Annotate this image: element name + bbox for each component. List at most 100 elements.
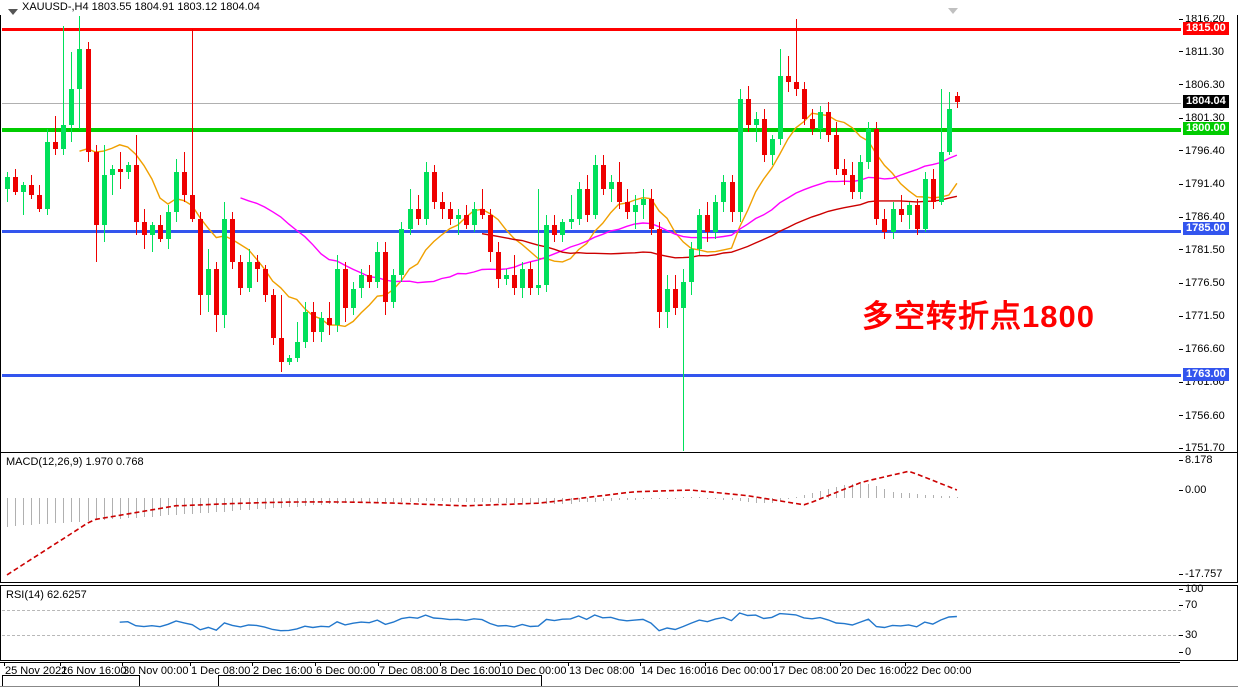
- macd-histogram-bar: [119, 497, 121, 519]
- candle-body: [681, 281, 687, 309]
- candle-body: [576, 188, 582, 219]
- macd-histogram-bar: [763, 497, 765, 504]
- level-line-resistance-1815[interactable]: [2, 27, 1181, 31]
- level-line-support-1763[interactable]: [2, 373, 1181, 377]
- macd-histogram-bar: [803, 495, 805, 498]
- candle-body: [826, 112, 832, 136]
- candle-wick: [280, 295, 282, 372]
- candle-body: [463, 215, 469, 226]
- level-line-support-1785[interactable]: [2, 229, 1181, 233]
- macd-histogram-bar: [683, 497, 685, 499]
- chevron-down-icon[interactable]: [8, 3, 21, 21]
- price-tag-1800-00[interactable]: 1800.00: [1183, 121, 1229, 135]
- macd-histogram-bar: [417, 497, 419, 502]
- macd-histogram-bar: [546, 497, 548, 505]
- time-tick-mark: [568, 662, 569, 666]
- candle-body: [13, 176, 19, 192]
- macd-histogram-bar: [353, 497, 355, 504]
- candle-wick: [192, 29, 194, 222]
- price-tick: 1761.60: [1179, 377, 1225, 388]
- candle-body: [890, 208, 896, 232]
- candle-body: [415, 208, 421, 219]
- candle-body: [133, 165, 139, 222]
- macd-histogram-bar: [345, 497, 347, 504]
- candle-body: [157, 225, 163, 239]
- time-tick-label: 6 Dec 00:00: [316, 665, 376, 677]
- price-tag-1804-04[interactable]: 1804.04: [1183, 94, 1229, 108]
- candle-body: [769, 138, 775, 156]
- price-tick: 1766.60: [1179, 344, 1225, 355]
- macd-tick: 8.178: [1179, 455, 1213, 466]
- macd-panel[interactable]: MACD(12,26,9) 1.970 0.768 8.178 0.00 -17.7…: [0, 452, 1238, 583]
- candle-body: [447, 208, 453, 219]
- price-tag-1815-00[interactable]: 1815.00: [1183, 22, 1229, 35]
- candle-body: [479, 208, 485, 216]
- candle-body: [206, 268, 212, 296]
- macd-histogram-bar: [232, 497, 234, 511]
- candle-body: [471, 208, 477, 226]
- macd-histogram-bar: [940, 495, 942, 498]
- time-tick-mark: [315, 662, 316, 666]
- macd-histogram-bar: [337, 497, 339, 504]
- macd-histogram-bar: [143, 497, 145, 518]
- candle-body: [866, 128, 872, 163]
- macd-histogram-bar: [490, 497, 491, 503]
- candle-body: [166, 211, 171, 239]
- price-plot-area[interactable]: 多空转折点1800: [2, 14, 1181, 451]
- candle-body: [238, 261, 244, 289]
- candle-body: [600, 165, 606, 189]
- candle-body: [351, 288, 357, 309]
- macd-histogram-bar: [15, 497, 17, 526]
- candle-body: [938, 152, 944, 202]
- candle-body: [343, 268, 349, 309]
- time-tick-label: 1 Dec 08:00: [191, 665, 251, 677]
- candle-body: [174, 172, 180, 212]
- macd-histogram-bar: [755, 497, 757, 503]
- macd-histogram-bar: [659, 497, 661, 499]
- candle-body: [214, 268, 220, 316]
- candle-body: [528, 268, 534, 289]
- macd-histogram-bar: [127, 497, 129, 519]
- moving-average-lines: [79, 112, 958, 328]
- macd-histogram-bar: [675, 497, 677, 499]
- candle-body: [391, 275, 397, 302]
- rsi-line: [119, 612, 957, 632]
- macd-histogram-bar: [481, 497, 483, 503]
- candle-wick: [683, 268, 685, 451]
- candle-body: [697, 215, 703, 249]
- candle-body: [407, 208, 413, 229]
- candle-body: [190, 195, 196, 219]
- price-tick: 1786.40: [1179, 212, 1225, 223]
- candle-wick: [610, 175, 612, 202]
- time-tick-mark: [378, 662, 379, 666]
- candle-wick: [514, 255, 516, 296]
- time-tick-mark: [772, 662, 773, 666]
- candle-body: [198, 218, 204, 296]
- price-tag-1785-00[interactable]: 1785.00: [1183, 221, 1229, 235]
- price-tick: 1801.30: [1179, 113, 1225, 124]
- time-tick-mark: [705, 662, 706, 666]
- candle-body: [222, 218, 228, 316]
- macd-histogram-bar: [506, 497, 508, 503]
- candle-body: [850, 175, 856, 192]
- level-line-last-price-1804[interactable]: [2, 102, 1181, 104]
- macd-histogram-bar: [932, 495, 934, 498]
- rsi-level-30: [2, 635, 1181, 637]
- candle-body: [914, 205, 920, 229]
- candle-body: [608, 182, 614, 189]
- rsi-plot-area[interactable]: [2, 587, 1181, 660]
- chart-scroll-marker-icon[interactable]: [948, 2, 961, 20]
- rsi-panel[interactable]: RSI(14) 62.6257 100 70 30 0: [0, 584, 1238, 661]
- candle-body: [335, 268, 341, 326]
- macd-histogram-bar: [79, 497, 81, 522]
- candle-body: [488, 215, 493, 252]
- price-chart-panel[interactable]: 多空转折点1800 1816.20 1811.30 1806.30 1801.30 17…: [0, 12, 1238, 454]
- rsi-tick: 100: [1179, 584, 1203, 595]
- macd-axis: 8.178 0.00 -17.757: [1179, 453, 1237, 582]
- macd-histogram-bar: [554, 497, 556, 505]
- price-tag-1763-00[interactable]: 1763.00: [1183, 368, 1229, 381]
- macd-plot-area[interactable]: [2, 454, 1181, 582]
- time-tick-mark: [440, 662, 441, 666]
- candle-body: [5, 176, 10, 189]
- level-line-pivot-1800[interactable]: [2, 128, 1181, 132]
